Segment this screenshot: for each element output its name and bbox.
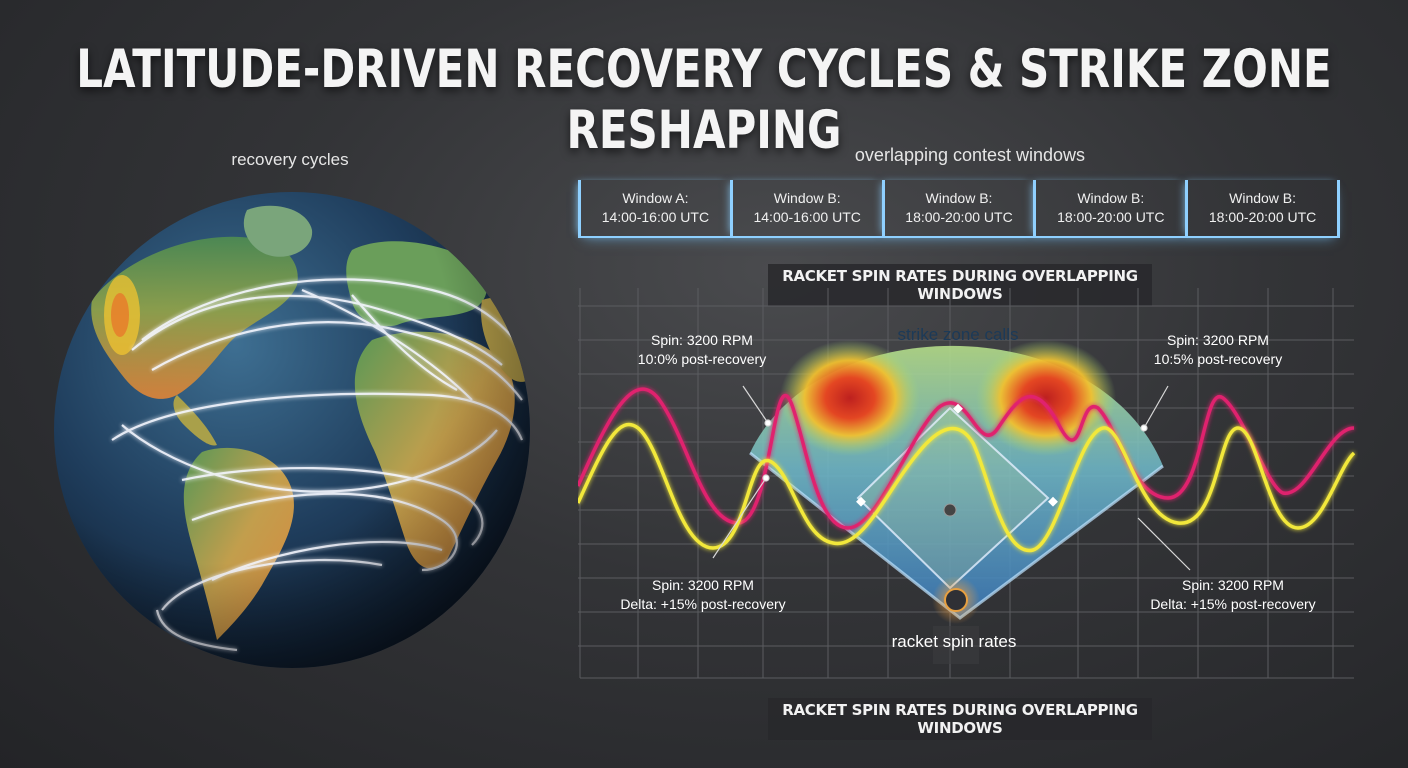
window-cell-time: 14:00-16:00 UTC	[753, 209, 861, 225]
annotation-bottom-left-line2: Delta: +15% post-recovery	[620, 596, 785, 612]
contest-windows-bar: Window A: 14:00-16:00 UTC Window B: 14:0…	[578, 180, 1340, 238]
page-title: LATITUDE-DRIVEN RECOVERY CYCLES & STRIKE…	[76, 38, 1332, 161]
spin-rate-chart: strike zone calls racket spin rates Spin…	[576, 288, 1358, 688]
window-cell-4: Window B: 18:00-20:00 UTC	[1033, 180, 1185, 236]
yellow-spin-series	[576, 422, 1356, 553]
strike-zone-heatmap	[749, 340, 1164, 664]
window-cell-1: Window A: 14:00-16:00 UTC	[578, 180, 730, 236]
chart-title-top: RACKET SPIN RATES DURING OVERLAPPING WIN…	[768, 264, 1152, 306]
chart-title-bottom: RACKET SPIN RATES DURING OVERLAPPING WIN…	[768, 698, 1152, 740]
window-cell-name: Window A:	[622, 190, 689, 206]
window-cell-name: Window B:	[1229, 190, 1297, 206]
window-cell-name: Window B:	[925, 190, 993, 206]
strike-zone-label: strike zone calls	[898, 325, 1019, 344]
window-cell-time: 14:00-16:00 UTC	[601, 209, 710, 225]
window-cell-time: 18:00-20:00 UTC	[1057, 209, 1165, 225]
annotation-leaders	[712, 385, 1191, 571]
window-cell-time: 18:00-20:00 UTC	[905, 209, 1013, 225]
magenta-spin-series	[576, 387, 1355, 530]
catcher-icon	[944, 588, 968, 612]
globe-label: recovery cycles	[231, 150, 349, 169]
window-cell-name: Window B:	[1077, 190, 1145, 206]
annotation-top-left-line1: Spin: 3200 RPM	[651, 332, 753, 348]
window-cell-3: Window B: 18:00-20:00 UTC	[881, 180, 1034, 236]
annotation-bottom-right-line1: Spin: 3200 RPM	[1182, 577, 1284, 593]
window-cell-2: Window B: 14:00-16:00 UTC	[729, 180, 882, 236]
window-cell-5: Window B: 18:00-20:00 UTC	[1185, 180, 1340, 236]
annotation-top-left-line2: 10:0% post-recovery	[638, 351, 766, 367]
annotation-bottom-left-line1: Spin: 3200 RPM	[652, 577, 754, 593]
racket-spin-label: racket spin rates	[892, 632, 1017, 651]
diamond-markers	[856, 403, 1058, 507]
globe	[52, 190, 532, 670]
windows-label: overlapping contest windows	[854, 145, 1086, 165]
annotation-top-right-line1: Spin: 3200 RPM	[1167, 332, 1269, 348]
window-cell-name: Window B:	[773, 190, 841, 206]
annotation-top-right-line2: 10:5% post-recovery	[1154, 351, 1282, 367]
window-cell-time: 18:00-20:00 UTC	[1208, 209, 1317, 225]
annotation-bottom-right-line2: Delta: +15% post-recovery	[1150, 596, 1315, 612]
